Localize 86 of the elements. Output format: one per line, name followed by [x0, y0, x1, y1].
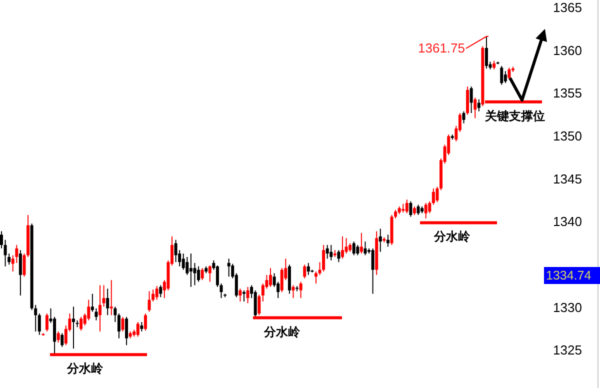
candlestick [330, 244, 333, 261]
candlestick [220, 283, 223, 299]
candlestick [504, 70, 507, 84]
candlestick [288, 264, 291, 294]
candlestick [246, 286, 250, 304]
candlestick [466, 86, 470, 116]
candlestick [356, 244, 360, 256]
candlestick [216, 265, 219, 288]
candlestick [60, 332, 64, 348]
ref-line-label: 分水岭 [263, 324, 301, 339]
candlestick [500, 65, 504, 86]
candlestick [337, 250, 340, 263]
candlestick [114, 306, 117, 323]
candlestick [98, 284, 102, 332]
candlestick [322, 244, 326, 272]
candlestick [424, 202, 428, 219]
candlestick [18, 250, 22, 296]
candlestick [470, 86, 473, 114]
candlestick [200, 268, 204, 281]
candlestick [72, 306, 75, 350]
candlestick [416, 204, 420, 216]
candlestick [269, 268, 272, 288]
candlestick [121, 316, 124, 332]
candlestick [344, 238, 348, 254]
candlestick [303, 264, 306, 279]
annotation: 1361.75 [418, 40, 465, 56]
candlestick [292, 284, 295, 299]
candlestick [508, 67, 511, 80]
ref-line-label: 关键支撑位 [484, 108, 545, 123]
candlestick [186, 256, 189, 276]
candlestick [45, 312, 48, 332]
y-tick-label: 1365 [553, 0, 582, 16]
y-tick-label: 1340 [553, 214, 582, 230]
candlestick [341, 236, 344, 260]
y-tick-label: 1350 [553, 128, 582, 144]
candlestick [106, 288, 110, 316]
candlestick [474, 97, 477, 119]
candlestick [238, 288, 242, 302]
candlestick [110, 280, 113, 316]
candlestick [314, 271, 318, 284]
candlestick [484, 36, 488, 70]
candlestick [242, 290, 246, 302]
candlestick [102, 284, 106, 308]
ref-line-label: 分水岭 [66, 362, 104, 376]
candlestick [144, 312, 147, 332]
ref-line-label: 分水岭 [433, 230, 471, 244]
y-tick-label: 1360 [553, 42, 582, 58]
candlestick [371, 248, 374, 294]
candlestick [352, 241, 356, 256]
candlestick [436, 186, 439, 203]
y-tick-label: 1345 [553, 171, 582, 186]
text: 1334.74 [546, 268, 592, 282]
candlestick [364, 241, 367, 256]
candlestick [94, 308, 98, 321]
candlestick [254, 290, 257, 320]
candlestick [4, 239, 7, 267]
candlestick [148, 290, 151, 312]
candlestick [462, 110, 466, 124]
candlestick [405, 199, 408, 214]
candlestick [159, 284, 162, 298]
candlestick [155, 286, 158, 300]
candlestick [174, 239, 178, 263]
y-tick-label: 1355 [553, 86, 582, 101]
candlestick [197, 266, 200, 282]
candlestick [56, 330, 60, 344]
candlestick [306, 262, 310, 276]
candlestick [125, 316, 128, 346]
candlestick [432, 188, 435, 206]
candlestick [189, 253, 192, 288]
candlestick [38, 312, 41, 336]
candlestick [140, 322, 144, 332]
candlestick [136, 322, 140, 338]
y-tick-label: 1330 [553, 300, 582, 315]
candlestick [326, 244, 329, 260]
candlestick [117, 312, 120, 339]
candlestick [22, 253, 26, 278]
y-tick-label: 1325 [553, 342, 582, 358]
candlestick [299, 281, 302, 299]
candlestick [227, 258, 230, 278]
candlestick [80, 316, 83, 332]
candlestick [409, 200, 412, 218]
candlestick [208, 265, 212, 282]
candlestick [477, 98, 480, 112]
candlestick [378, 228, 382, 252]
candlestick [360, 232, 363, 254]
candlestick [0, 230, 3, 249]
